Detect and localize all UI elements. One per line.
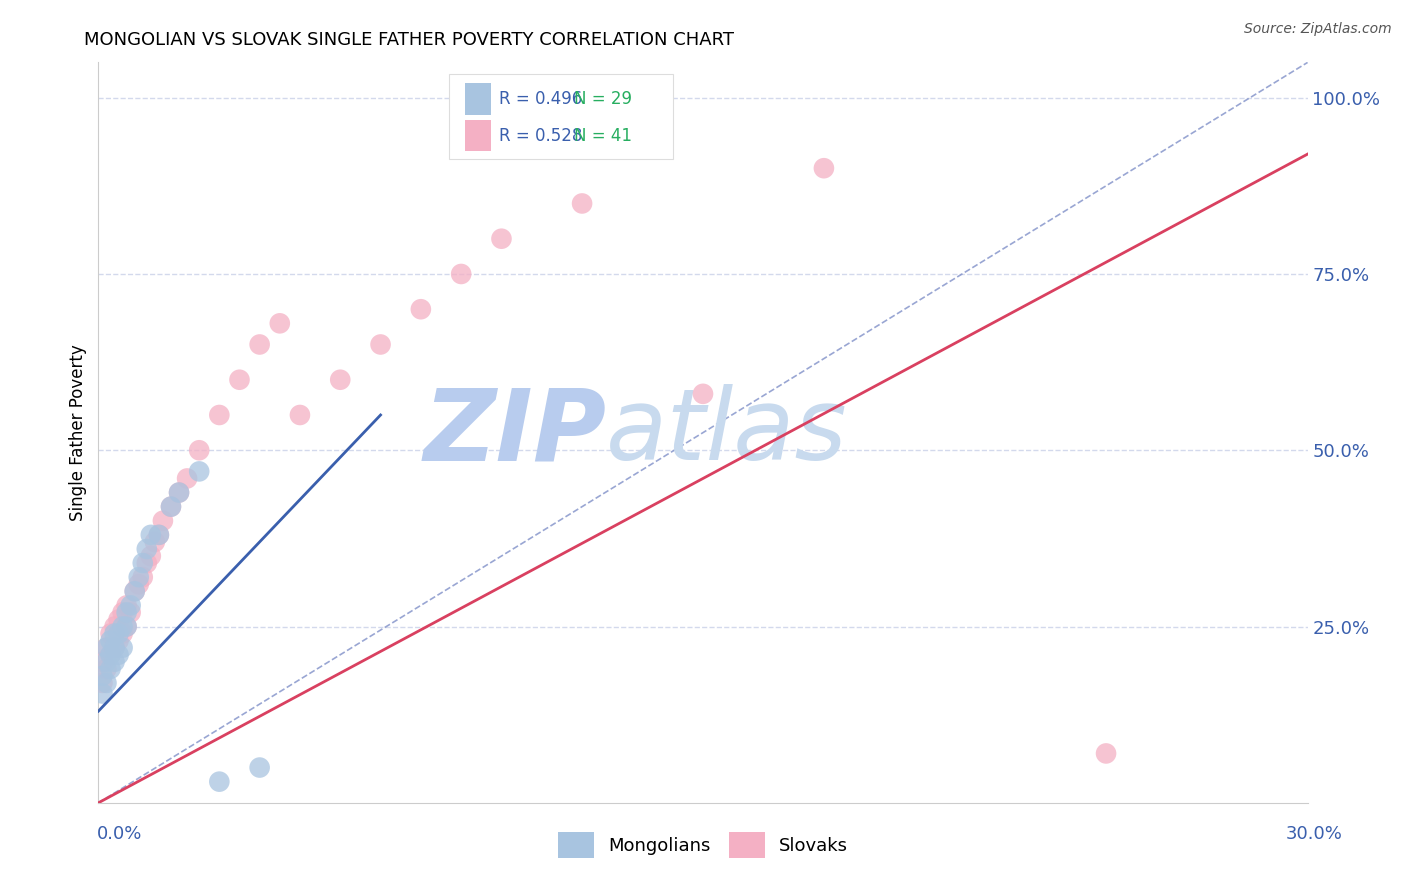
Point	[111, 606, 134, 620]
Point	[135, 541, 157, 556]
Point	[100, 626, 122, 640]
Point	[91, 686, 114, 700]
Text: R = 0.528: R = 0.528	[499, 127, 582, 145]
Point	[143, 535, 166, 549]
Point	[132, 570, 155, 584]
FancyBboxPatch shape	[465, 120, 492, 151]
Text: ZIP: ZIP	[423, 384, 606, 481]
Point	[111, 640, 134, 655]
Point	[288, 408, 311, 422]
Point	[100, 662, 122, 676]
Point	[269, 316, 291, 330]
Y-axis label: Single Father Poverty: Single Father Poverty	[69, 344, 87, 521]
Point	[160, 500, 183, 514]
Point	[111, 619, 134, 633]
Point	[139, 528, 162, 542]
Point	[148, 528, 170, 542]
Text: 30.0%: 30.0%	[1286, 825, 1343, 843]
Point	[103, 626, 125, 640]
FancyBboxPatch shape	[449, 73, 672, 159]
Point	[160, 500, 183, 514]
Point	[91, 655, 114, 669]
Point	[100, 648, 122, 662]
Point	[208, 774, 231, 789]
Point	[107, 633, 129, 648]
Point	[107, 612, 129, 626]
Point	[188, 464, 211, 478]
Point	[96, 655, 118, 669]
Point	[167, 485, 190, 500]
Point	[139, 549, 162, 563]
Point	[128, 570, 150, 584]
Point	[115, 606, 138, 620]
Point	[120, 599, 142, 613]
Point	[228, 373, 250, 387]
Text: N = 29: N = 29	[574, 90, 631, 108]
Point	[103, 640, 125, 655]
Point	[370, 337, 392, 351]
Point	[124, 584, 146, 599]
Point	[115, 599, 138, 613]
Point	[115, 619, 138, 633]
Point	[107, 648, 129, 662]
Point	[249, 760, 271, 774]
Point	[450, 267, 472, 281]
Point	[100, 648, 122, 662]
Point	[409, 302, 432, 317]
Point	[152, 514, 174, 528]
Point	[91, 669, 114, 683]
Text: R = 0.496: R = 0.496	[499, 90, 582, 108]
Text: 0.0%: 0.0%	[97, 825, 142, 843]
Point	[107, 626, 129, 640]
Point	[132, 556, 155, 570]
Point	[167, 485, 190, 500]
Legend: Mongolians, Slovaks: Mongolians, Slovaks	[551, 825, 855, 865]
Point	[176, 471, 198, 485]
Text: atlas: atlas	[606, 384, 848, 481]
Point	[249, 337, 271, 351]
Point	[96, 662, 118, 676]
Point	[96, 640, 118, 655]
Point	[1095, 747, 1118, 761]
Point	[91, 676, 114, 690]
Text: MONGOLIAN VS SLOVAK SINGLE FATHER POVERTY CORRELATION CHART: MONGOLIAN VS SLOVAK SINGLE FATHER POVERT…	[84, 31, 734, 49]
Point	[208, 408, 231, 422]
Point	[103, 640, 125, 655]
Point	[124, 584, 146, 599]
Text: N = 41: N = 41	[574, 127, 631, 145]
Point	[692, 387, 714, 401]
Point	[135, 556, 157, 570]
Point	[148, 528, 170, 542]
Point	[103, 655, 125, 669]
Point	[96, 640, 118, 655]
Point	[111, 626, 134, 640]
FancyBboxPatch shape	[465, 84, 492, 114]
Point	[813, 161, 835, 176]
Point	[115, 619, 138, 633]
Point	[188, 443, 211, 458]
Point	[571, 196, 593, 211]
Point	[128, 577, 150, 591]
Point	[120, 606, 142, 620]
Point	[96, 676, 118, 690]
Point	[103, 619, 125, 633]
Point	[329, 373, 352, 387]
Point	[100, 633, 122, 648]
Text: Source: ZipAtlas.com: Source: ZipAtlas.com	[1244, 22, 1392, 37]
Point	[491, 232, 513, 246]
